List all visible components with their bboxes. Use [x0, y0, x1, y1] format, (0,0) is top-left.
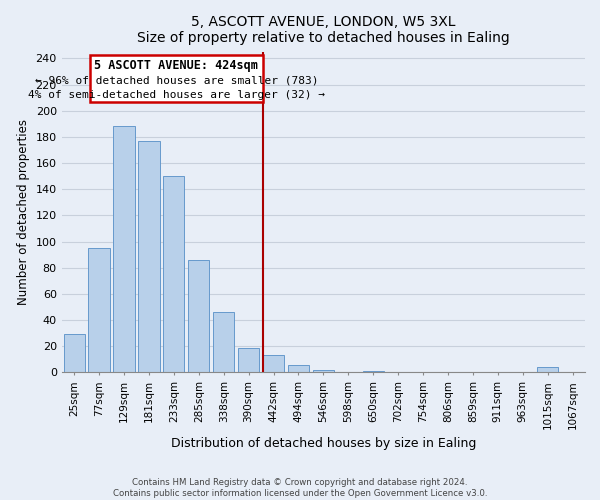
Bar: [64, 334, 85, 372]
Bar: [113, 126, 134, 372]
Bar: [537, 367, 558, 372]
Title: 5, ASCOTT AVENUE, LONDON, W5 3XL
Size of property relative to detached houses in: 5, ASCOTT AVENUE, LONDON, W5 3XL Size of…: [137, 15, 510, 45]
Y-axis label: Number of detached properties: Number of detached properties: [17, 119, 30, 305]
Bar: [288, 364, 309, 372]
Bar: [163, 176, 184, 372]
Bar: [238, 348, 259, 372]
Bar: [213, 312, 234, 372]
Text: 5 ASCOTT AVENUE: 424sqm: 5 ASCOTT AVENUE: 424sqm: [94, 58, 258, 71]
Text: ← 96% of detached houses are smaller (783): ← 96% of detached houses are smaller (78…: [35, 76, 318, 86]
Bar: [188, 260, 209, 372]
Bar: [362, 371, 384, 372]
Bar: [89, 54, 263, 102]
Bar: [88, 248, 110, 372]
Bar: [313, 370, 334, 372]
Bar: [263, 356, 284, 372]
Bar: [139, 141, 160, 372]
Text: 4% of semi-detached houses are larger (32) →: 4% of semi-detached houses are larger (3…: [28, 90, 325, 100]
X-axis label: Distribution of detached houses by size in Ealing: Distribution of detached houses by size …: [170, 437, 476, 450]
Text: Contains HM Land Registry data © Crown copyright and database right 2024.
Contai: Contains HM Land Registry data © Crown c…: [113, 478, 487, 498]
